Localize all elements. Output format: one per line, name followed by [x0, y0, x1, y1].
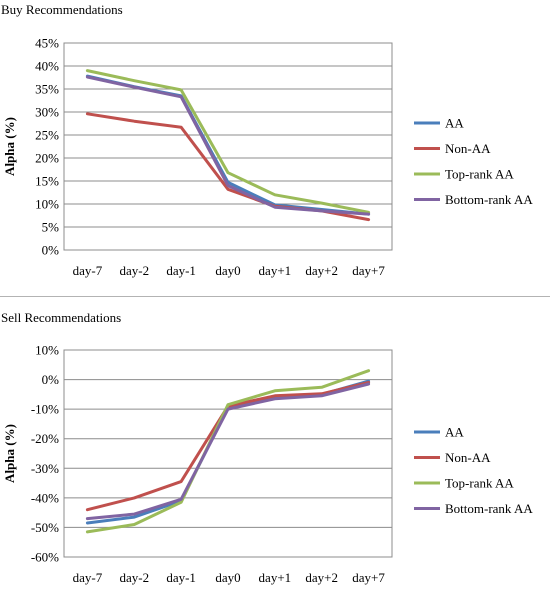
series-line: [85, 75, 371, 216]
y-tick-label: 15%: [35, 174, 59, 189]
legend-label: Non-AA: [445, 141, 491, 156]
series-line: [85, 74, 371, 216]
x-tick-label: day+1: [259, 263, 292, 278]
y-axis-label: Alpha (%): [2, 117, 17, 176]
x-tick-label: day+7: [352, 570, 385, 585]
x-tick-label: day+7: [352, 263, 385, 278]
chart-title: Buy Recommendations: [1, 2, 123, 17]
y-tick-label: -20%: [31, 431, 59, 446]
x-tick-label: day-2: [119, 263, 149, 278]
x-tick-label: day-1: [166, 263, 196, 278]
y-axis-label: Alpha (%): [2, 424, 17, 483]
y-tick-label: 10%: [35, 197, 59, 212]
series-line: [85, 382, 371, 521]
x-tick-label: day-7: [73, 263, 103, 278]
series-line: [85, 381, 371, 512]
legend-label: Bottom-rank AA: [445, 192, 533, 207]
x-tick-label: day-7: [73, 570, 103, 585]
y-tick-label: 30%: [35, 105, 59, 120]
legend-label: Top-rank AA: [445, 476, 514, 491]
buy-chart-svg: 0% 5% 10% 15% 20% 25% 30% 35% 40% 45% day-7 day-2 da…: [2, 36, 533, 279]
y-tick-label: 25%: [35, 128, 59, 143]
chart-title: Sell Recommendations: [1, 310, 122, 325]
y-tick-label: -30%: [31, 461, 59, 476]
x-tick-label: day+2: [305, 263, 338, 278]
y-tick-label: 0%: [42, 372, 60, 387]
y-tick-label: 10%: [35, 343, 59, 358]
y-tick-label: 35%: [35, 82, 59, 97]
panel-divider: [0, 296, 550, 297]
legend-label: Top-rank AA: [445, 167, 514, 182]
y-tick-label: -10%: [31, 402, 59, 417]
plot-area: [63, 42, 393, 251]
x-tick-label: day-2: [119, 570, 149, 585]
legend-label: AA: [445, 425, 464, 440]
legend-label: Non-AA: [445, 450, 491, 465]
series-line: [85, 379, 371, 525]
y-tick-label: 45%: [35, 36, 59, 51]
legend-label: Bottom-rank AA: [445, 501, 533, 516]
y-tick-label: -60%: [31, 550, 59, 565]
sell-recommendations-chart: Sell Recommendations -60% -50% -40% -30% -20…: [0, 308, 550, 592]
series-line: [85, 69, 371, 214]
x-tick-label: day-1: [166, 570, 196, 585]
buy-recommendations-chart: Buy Recommendations 0% 5% 10% 15% 20% 25% 30% 3…: [1, 2, 533, 279]
x-tick-label: day+1: [259, 570, 292, 585]
y-tick-label: 0%: [42, 243, 60, 258]
x-tick-label: day+2: [305, 570, 338, 585]
sell-chart-svg: -60% -50% -40% -30% -20% -10% 0% 10% day-7 day-2 d…: [2, 343, 533, 586]
x-tick-label: day0: [215, 570, 240, 585]
y-tick-label: -40%: [31, 490, 59, 505]
y-tick-label: 20%: [35, 151, 59, 166]
y-tick-label: 5%: [42, 220, 60, 235]
legend-label: AA: [445, 116, 464, 131]
series-line: [85, 369, 371, 534]
y-tick-label: -50%: [31, 520, 59, 535]
x-tick-label: day0: [215, 263, 240, 278]
y-tick-label: 40%: [35, 59, 59, 74]
